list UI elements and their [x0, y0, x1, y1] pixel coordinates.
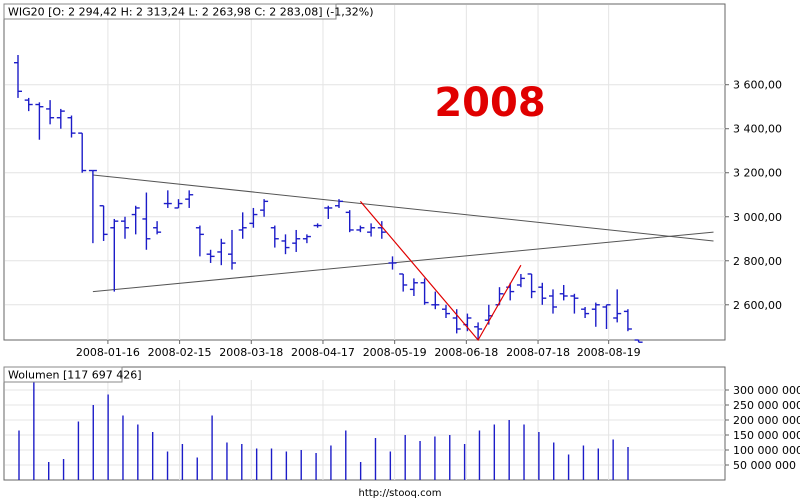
volume-header-box [3, 366, 123, 383]
ohlc-bar [549, 289, 557, 314]
ohlc-bar [313, 223, 322, 228]
zigzag-line [359, 200, 522, 342]
ohlc-bar [388, 256, 397, 270]
ohlc-bar [527, 273, 536, 299]
ohlc-bar [195, 225, 204, 257]
source-url: http://stooq.com [359, 488, 442, 499]
price-panel-frame [3, 3, 726, 341]
volume-tick-label: 50 000 000 [733, 459, 796, 472]
volume-tick-label: 150 000 000 [733, 429, 800, 442]
ohlc-bar [570, 293, 579, 314]
volume-y-axis: 50 000 000 100 000 000 150 000 000 200 000 … [725, 384, 800, 472]
volume-bars [18, 381, 629, 480]
ohlc-bar [217, 238, 226, 266]
ohlc-bar [110, 218, 119, 292]
price-header: WIG20 [O: 2 294,42 H: 2 313,24 L: 2 263,… [8, 6, 374, 19]
price-header-box [3, 3, 337, 20]
ohlc-bar [206, 249, 215, 263]
year-overlay: 2008 [434, 80, 545, 126]
trendline [92, 231, 714, 293]
ohlc-bar [292, 229, 301, 252]
ohlc-bar [174, 199, 183, 209]
ohlc-bar [634, 339, 643, 343]
volume-tick-label: 250 000 000 [733, 399, 800, 412]
ohlc-bar [431, 291, 440, 310]
ohlc-bar [367, 223, 376, 237]
ohlc-bar [516, 273, 525, 288]
ohlc-bar [356, 225, 365, 233]
ohlc-bar [142, 192, 151, 250]
ohlc-bar [559, 284, 568, 301]
zigzag-polyline [359, 200, 522, 342]
ohlc-bar [324, 205, 333, 219]
ohlc-bar [56, 108, 65, 129]
ohlc-bar [377, 221, 386, 239]
ohlc-bar [623, 309, 632, 332]
x-tick-label: 2008-03-18 [219, 346, 283, 359]
ohlc-bar [335, 199, 343, 208]
ohlc-bar [24, 97, 33, 112]
ohlc-bar [474, 322, 483, 340]
volume-tick-label: 200 000 000 [733, 414, 800, 427]
volume-tick-label: 300 000 000 [733, 384, 800, 397]
volume-gridlines [5, 389, 725, 466]
price-gridlines [5, 5, 725, 480]
price-tick-label: 2 800,00 [733, 255, 782, 268]
price-y-axis: 2 600,00 2 800,00 3 000,00 3 200,00 3 400,00… [725, 79, 782, 312]
date-x-axis: 2008-01-16 2008-02-15 2008-03-18 2008-04-17… [76, 340, 641, 359]
price-tick-label: 3 000,00 [733, 211, 782, 224]
ohlc-bar [78, 132, 87, 173]
x-tick-label: 2008-01-16 [76, 346, 140, 359]
x-tick-label: 2008-05-19 [363, 346, 427, 359]
ohlc-bar [131, 205, 140, 235]
ohlc-bar [67, 115, 76, 138]
ohlc-bar [591, 302, 600, 327]
x-tick-label: 2008-06-18 [434, 346, 498, 359]
ohlc-bar [345, 210, 354, 233]
x-tick-label: 2008-07-18 [506, 346, 570, 359]
ohlc-bar [581, 306, 590, 318]
ohlc-bar [185, 190, 194, 208]
ohlc-bar [14, 55, 22, 98]
ohlc-bar [302, 234, 311, 244]
ohlc-bar [602, 304, 611, 329]
ohlc-bar [281, 234, 290, 255]
ohlc-bar [538, 282, 547, 305]
volume-panel-frame [3, 366, 726, 481]
ohlc-bar [270, 225, 279, 248]
price-tick-label: 2 600,00 [733, 299, 782, 312]
ohlc-bar [613, 289, 622, 323]
trendline [92, 174, 714, 242]
volume-header: Wolumen [117 697 426] [8, 369, 142, 382]
ohlc-bar [442, 304, 450, 318]
x-tick-label: 2008-08-19 [577, 346, 641, 359]
ohlc-bar [452, 309, 461, 334]
x-tick-label: 2008-02-15 [148, 346, 212, 359]
price-tick-label: 3 400,00 [733, 123, 782, 136]
ohlc-bar [46, 100, 55, 125]
price-tick-label: 3 600,00 [733, 79, 782, 92]
ohlc-bar [153, 221, 162, 235]
ohlc-bar [99, 205, 108, 241]
price-tick-label: 3 200,00 [733, 167, 782, 180]
ohlc-bar [420, 278, 429, 305]
trendlines [92, 174, 714, 293]
volume-tick-label: 100 000 000 [733, 444, 800, 457]
x-tick-label: 2008-04-17 [291, 346, 355, 359]
ohlc-bar [260, 199, 269, 217]
ohlc-bar [249, 207, 258, 228]
ohlc-bar [409, 278, 418, 296]
ohlc-bar [35, 102, 44, 140]
ohlc-bar [238, 212, 247, 239]
ohlc-bar [163, 190, 172, 208]
ohlc-bar [88, 169, 97, 244]
ohlc-bars [14, 55, 643, 343]
ohlc-bar [399, 273, 408, 292]
ohlc-bar [228, 229, 236, 270]
ohlc-bar [121, 216, 129, 239]
